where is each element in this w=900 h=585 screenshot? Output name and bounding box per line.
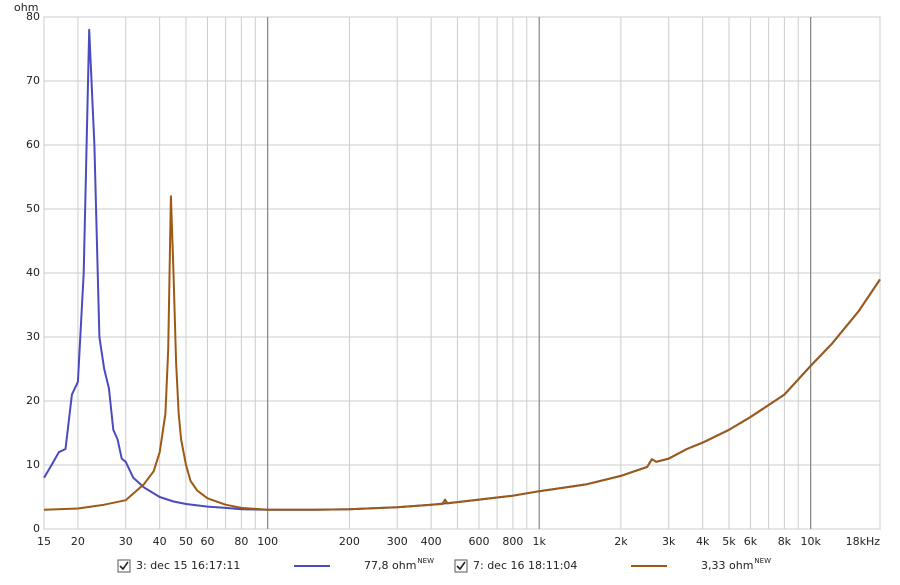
legend-readout-tag: NEW bbox=[754, 557, 771, 565]
y-tick-label: 10 bbox=[26, 458, 40, 471]
y-tick-label: 40 bbox=[26, 266, 40, 279]
y-tick-label: 60 bbox=[26, 138, 40, 151]
x-tick-label: 5k bbox=[722, 535, 736, 548]
y-tick-label: 0 bbox=[33, 522, 40, 535]
checkmark bbox=[456, 561, 466, 571]
x-tick-label: 15 bbox=[37, 535, 51, 548]
x-tick-label: 800 bbox=[502, 535, 523, 548]
checkbox[interactable] bbox=[117, 559, 131, 573]
legend-readout: 3,33 ohm bbox=[701, 559, 753, 572]
checkbox[interactable] bbox=[454, 559, 468, 573]
x-tick-label: 40 bbox=[153, 535, 167, 548]
x-tick-label: 1k bbox=[533, 535, 547, 548]
legend-label: 7: dec 16 18:11:04 bbox=[473, 559, 577, 572]
series-line bbox=[43, 195, 881, 511]
x-tick-label: 80 bbox=[234, 535, 248, 548]
legend-label: 3: dec 15 16:17:11 bbox=[136, 559, 240, 572]
y-axis-label: ohm bbox=[14, 1, 38, 14]
y-tick-label: 20 bbox=[26, 394, 40, 407]
x-tick-label: 100 bbox=[257, 535, 278, 548]
x-tick-label: 3k bbox=[662, 535, 676, 548]
x-tick-label: 30 bbox=[119, 535, 133, 548]
y-tick-label: 30 bbox=[26, 330, 40, 343]
legend-readout: 77,8 ohm bbox=[364, 559, 416, 572]
legend-readout-tag: NEW bbox=[417, 557, 434, 565]
x-tick-label: 4k bbox=[696, 535, 710, 548]
checkmark bbox=[119, 561, 129, 571]
x-tick-label: 600 bbox=[468, 535, 489, 548]
x-tick-label: 6k bbox=[744, 535, 758, 548]
x-tick-label: 8k bbox=[778, 535, 792, 548]
x-tick-label: 300 bbox=[387, 535, 408, 548]
y-tick-label: 50 bbox=[26, 202, 40, 215]
y-tick-label: 80 bbox=[26, 10, 40, 23]
x-tick-label: 18kHz bbox=[846, 535, 881, 548]
x-tick-label: 20 bbox=[71, 535, 85, 548]
x-tick-label: 2k bbox=[614, 535, 628, 548]
x-tick-label: 400 bbox=[421, 535, 442, 548]
x-tick-label: 200 bbox=[339, 535, 360, 548]
y-tick-label: 70 bbox=[26, 74, 40, 87]
x-tick-label: 10k bbox=[801, 535, 822, 548]
x-tick-label: 50 bbox=[179, 535, 193, 548]
x-tick-label: 60 bbox=[200, 535, 214, 548]
